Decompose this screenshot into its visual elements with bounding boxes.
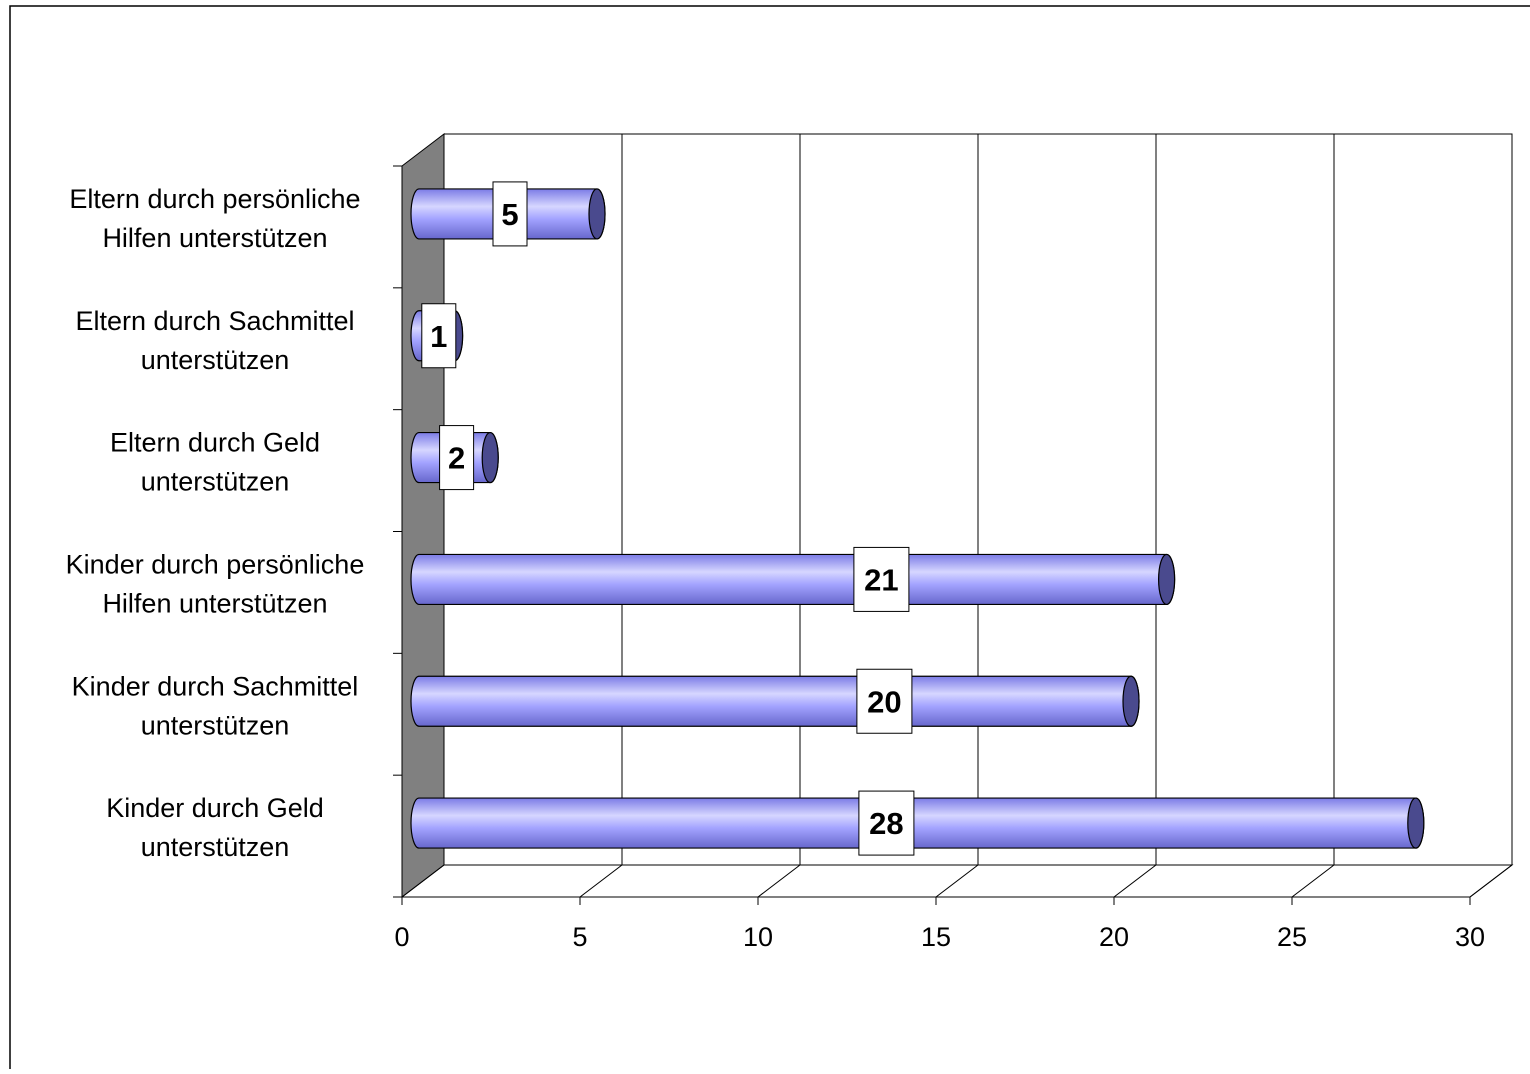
data-label-box	[858, 790, 915, 856]
bar-end-cap	[588, 188, 606, 240]
category-label: unterstützen	[141, 467, 290, 497]
data-label: 20	[856, 668, 913, 734]
bar	[410, 675, 1140, 727]
floor-gridline	[757, 864, 801, 898]
category-label: Eltern durch persönliche	[69, 184, 360, 214]
category-label: Hilfen unterstützen	[102, 223, 327, 253]
category-label: unterstützen	[141, 710, 290, 740]
data-label: 5	[492, 181, 528, 247]
data-label-text: 5	[501, 197, 518, 232]
x-tick-label: 0	[394, 922, 409, 952]
bar	[410, 797, 1425, 849]
data-label-box	[492, 181, 528, 247]
chart-border	[9, 5, 1530, 1069]
x-tick-label: 15	[921, 922, 951, 952]
x-tick-label: 10	[743, 922, 773, 952]
data-label: 1	[421, 303, 457, 369]
data-label: 21	[853, 546, 910, 612]
floor-gridline	[1113, 864, 1157, 898]
floor-gridline	[1291, 864, 1335, 898]
data-label: 2	[439, 425, 475, 491]
data-label-box	[856, 668, 913, 734]
floor-gridline	[935, 864, 979, 898]
data-label-box	[853, 546, 910, 612]
category-label: Kinder durch persönliche	[66, 549, 365, 579]
data-label: 28	[858, 790, 915, 856]
bar	[410, 553, 1176, 606]
x-tick-label: 5	[572, 922, 587, 952]
data-label-text: 2	[448, 441, 465, 476]
category-label: unterstützen	[141, 345, 290, 375]
data-label-text: 28	[869, 806, 903, 841]
data-label-text: 1	[430, 319, 447, 354]
floor-gridline	[579, 864, 623, 898]
x-tick-label: 25	[1277, 922, 1307, 952]
bar-end-cap	[1157, 553, 1176, 606]
data-label-text: 21	[864, 562, 898, 597]
category-label: Eltern durch Geld	[110, 428, 320, 458]
side-wall	[401, 132, 445, 899]
bar-end-cap	[1122, 675, 1140, 727]
data-label-box	[439, 425, 475, 491]
x-tick-label: 20	[1099, 922, 1129, 952]
floor-gridline	[1469, 864, 1513, 898]
bar-end-cap	[481, 431, 499, 484]
category-label: Kinder durch Geld	[106, 793, 324, 823]
category-label: unterstützen	[141, 832, 290, 862]
category-label: Eltern durch Sachmittel	[75, 306, 354, 336]
category-label: Kinder durch Sachmittel	[72, 671, 359, 701]
data-label-text: 20	[867, 684, 901, 719]
data-label-box	[421, 303, 457, 369]
bar-end-cap	[1407, 797, 1425, 849]
category-label: Hilfen unterstützen	[102, 588, 327, 618]
x-tick-label: 30	[1455, 922, 1485, 952]
